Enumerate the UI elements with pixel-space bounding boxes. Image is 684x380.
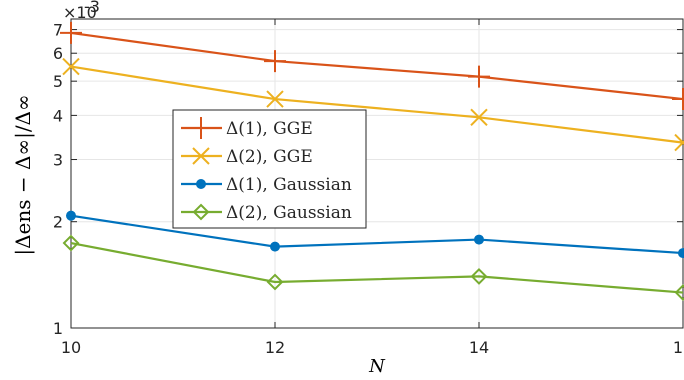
data-point xyxy=(470,267,488,285)
data-point xyxy=(266,90,284,108)
x-tick-label: 12 xyxy=(265,338,285,357)
data-point xyxy=(678,248,684,259)
legend: Δ(1), GGE Δ(2), GGE Δ(1), Gaussian Δ(2), Ga… xyxy=(172,109,367,229)
y-tick-label: 7 xyxy=(53,21,63,40)
series-1 xyxy=(60,21,684,111)
data-point xyxy=(62,57,80,76)
y-multiplier-exponent: -3 xyxy=(84,0,100,16)
legend-swatch-marker xyxy=(192,203,210,221)
y-tick-label: 3 xyxy=(53,151,63,170)
legend-swatch-marker xyxy=(196,179,206,189)
series-3 xyxy=(66,210,684,259)
y-tick-label: 5 xyxy=(53,72,63,91)
data-point xyxy=(672,88,684,111)
x-tick-label: 14 xyxy=(469,338,489,357)
legend-swatch-marker xyxy=(192,147,210,165)
series-2 xyxy=(62,57,684,152)
data-point xyxy=(470,108,488,127)
legend-label: Δ(1), Gaussian xyxy=(226,175,352,195)
series-line xyxy=(70,65,684,144)
data-point xyxy=(62,234,80,252)
legend-label: Δ(2), GGE xyxy=(226,147,313,167)
data-point xyxy=(66,210,76,221)
series-4 xyxy=(62,234,684,301)
data-point xyxy=(674,133,684,152)
series-line xyxy=(70,241,684,294)
y-tick-label: 1 xyxy=(53,319,63,338)
axis-ticks: 101214161234567 xyxy=(53,19,684,357)
data-point xyxy=(264,50,286,73)
y-tick-label: 2 xyxy=(53,213,63,232)
grid xyxy=(70,19,684,329)
data-point xyxy=(266,273,284,291)
data-point xyxy=(270,241,280,252)
x-tick-label: 16 xyxy=(673,338,684,357)
legend-item: Δ(1), GGE xyxy=(181,117,313,139)
y-multiplier: ×10 -3 xyxy=(63,0,100,22)
data-point xyxy=(60,21,82,44)
plot-frame xyxy=(70,18,684,329)
legend-label: Δ(1), GGE xyxy=(226,119,313,139)
legend-label: Δ(2), Gaussian xyxy=(226,203,352,223)
series-line xyxy=(70,31,684,101)
data-point xyxy=(674,284,684,301)
y-tick-label: 4 xyxy=(53,106,63,125)
legend-item: Δ(2), Gaussian xyxy=(181,203,352,223)
y-axis-label: |Δens − Δ∞|/Δ∞ xyxy=(11,94,36,255)
series-line xyxy=(70,214,684,255)
legend-item: Δ(1), Gaussian xyxy=(181,175,352,195)
legend-swatch-marker xyxy=(190,117,212,139)
x-tick-label: 10 xyxy=(61,338,81,357)
data-point xyxy=(468,65,490,88)
x-axis-label: N xyxy=(368,356,386,377)
y-tick-label: 6 xyxy=(53,44,63,63)
legend-item: Δ(2), GGE xyxy=(181,147,313,167)
series-layer xyxy=(60,21,684,301)
y-multiplier-base: ×10 xyxy=(63,3,97,22)
data-point xyxy=(474,234,484,245)
